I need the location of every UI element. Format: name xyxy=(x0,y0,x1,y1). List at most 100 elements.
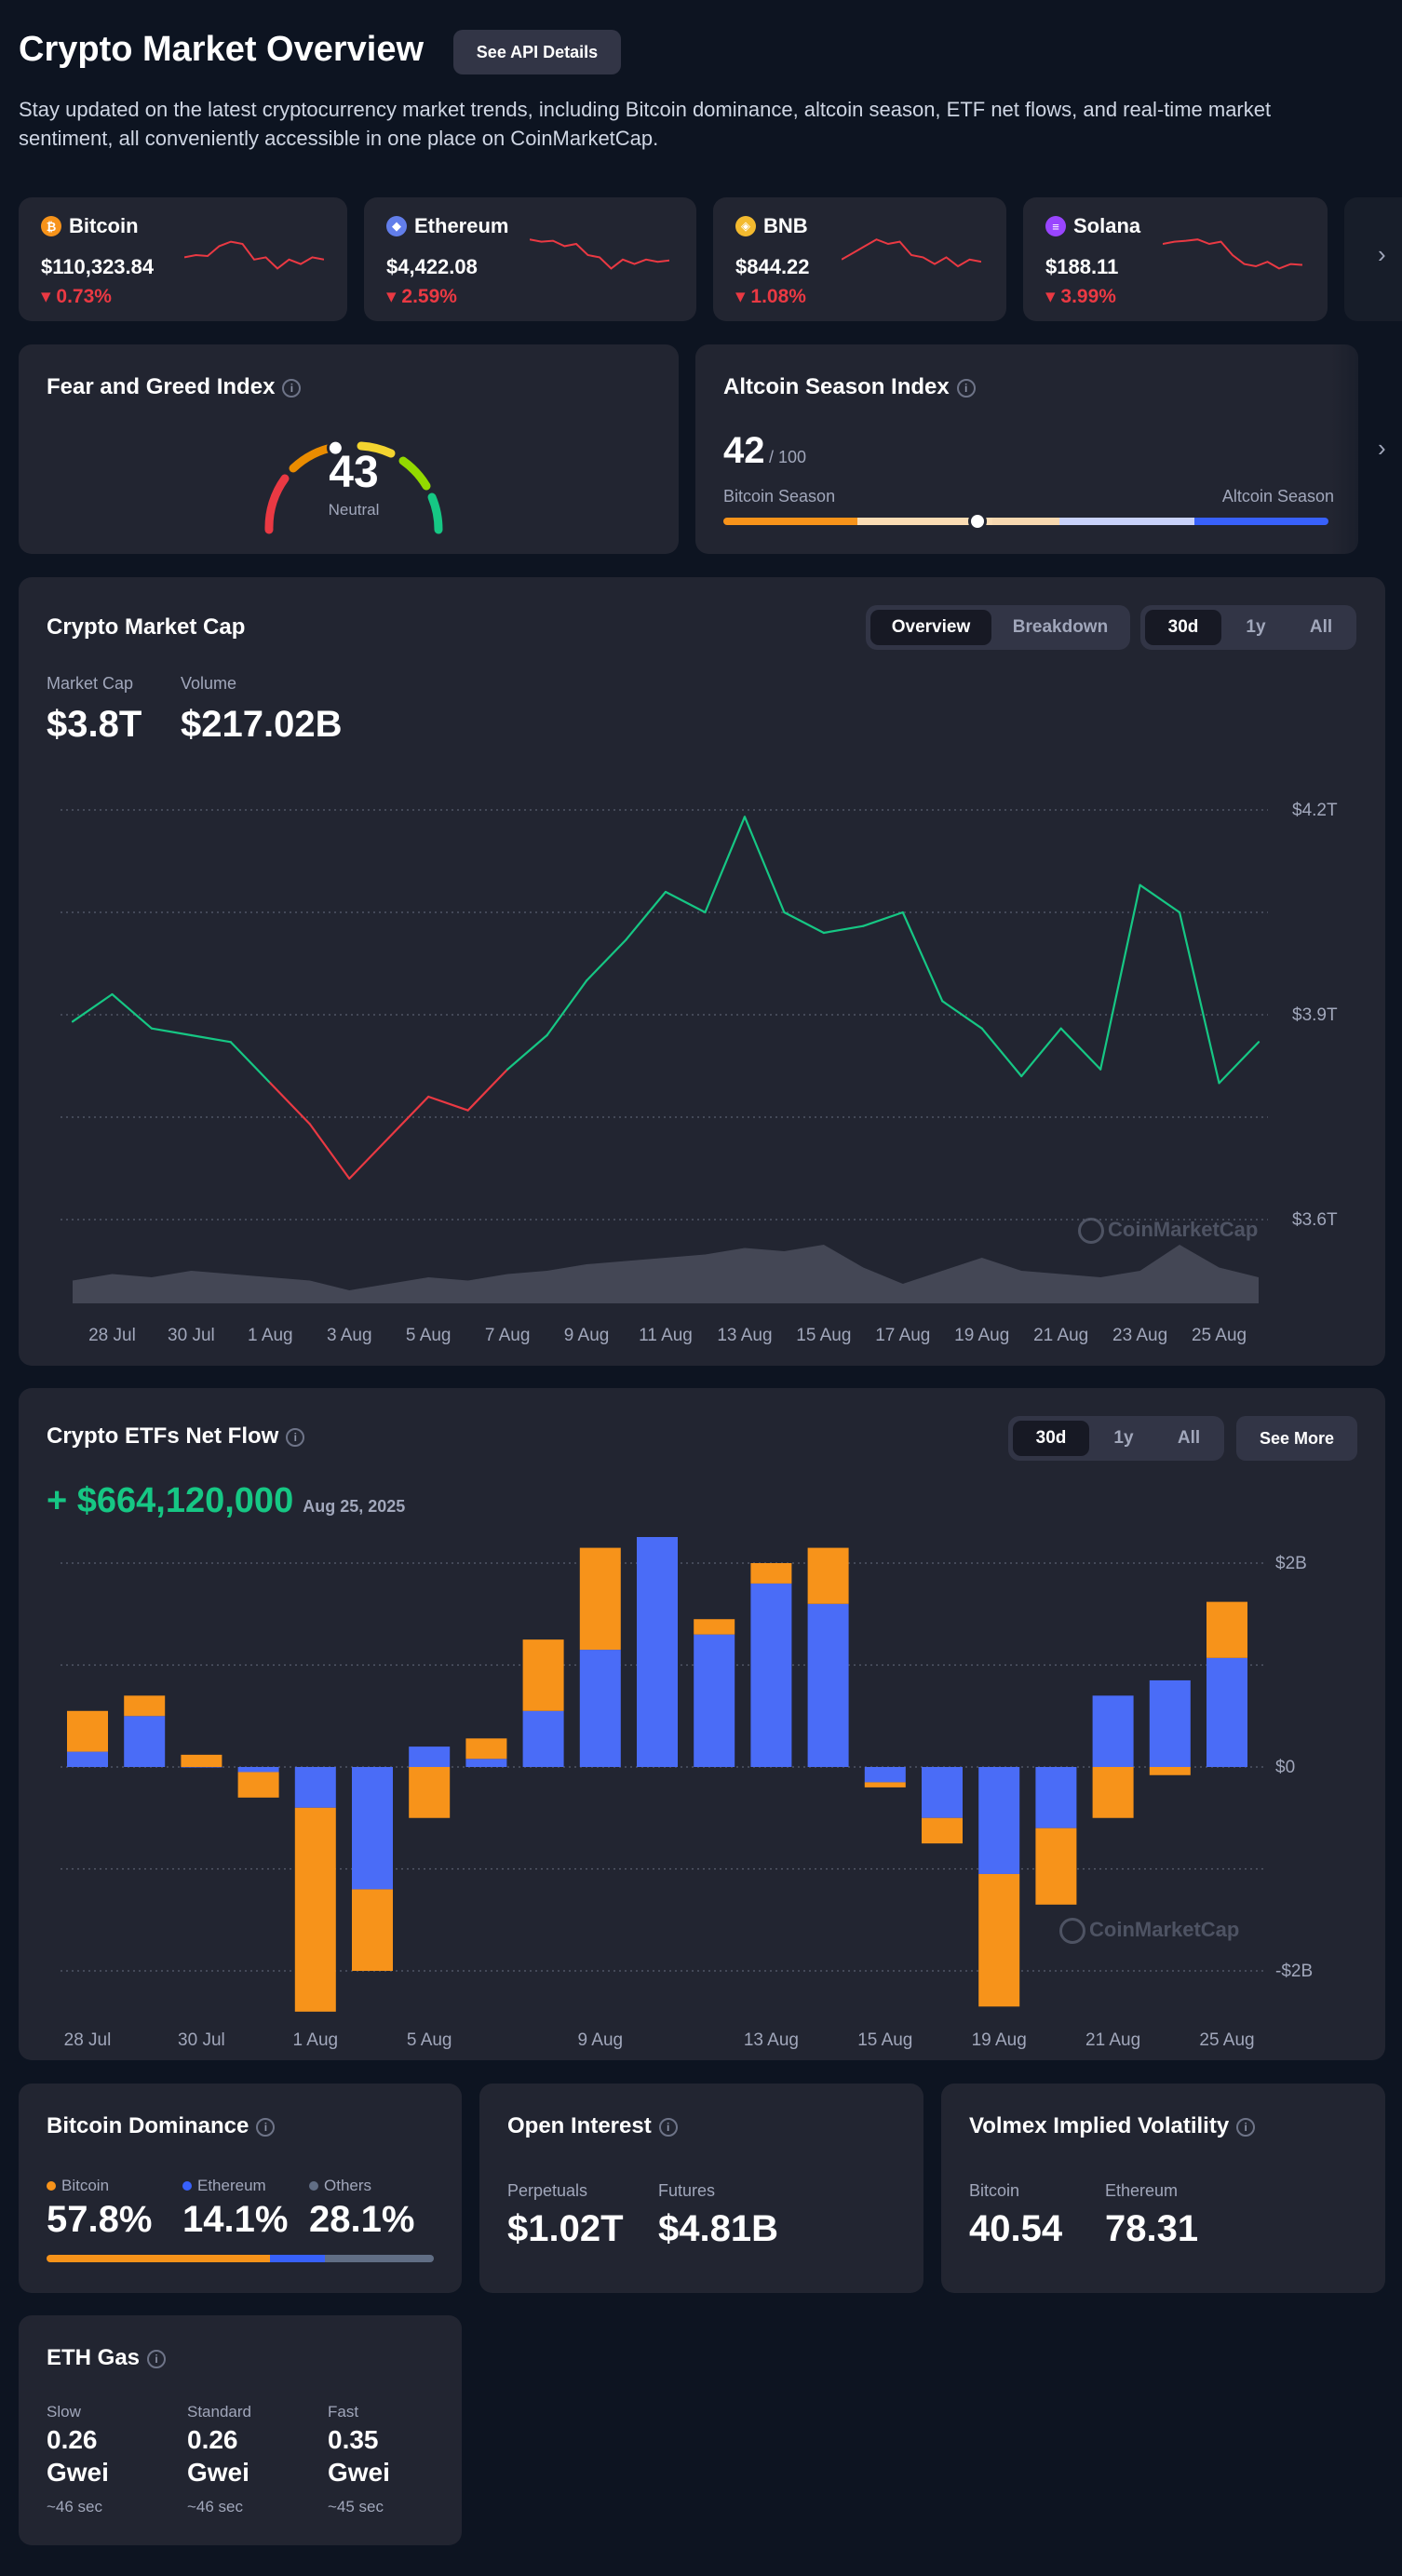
see-api-details-button[interactable]: See API Details xyxy=(453,30,621,74)
info-icon[interactable]: i xyxy=(286,1427,305,1447)
etf-bar-bitcoin[interactable] xyxy=(978,1873,1020,2007)
x-tick-label: 9 Aug xyxy=(564,1326,610,1345)
open-interest-card[interactable]: Open Interest i Perpetuals $1.02T Futures… xyxy=(479,2084,923,2293)
tab-breakdown[interactable]: Breakdown xyxy=(1012,617,1109,637)
etf-bar-bitcoin[interactable] xyxy=(67,1710,108,1752)
etf-bar-bitcoin[interactable] xyxy=(1207,1601,1247,1658)
etf-bar-ethereum[interactable] xyxy=(352,1767,393,1890)
etf-bar-bitcoin[interactable] xyxy=(1092,1767,1134,1818)
etf-bar-bitcoin[interactable] xyxy=(694,1619,735,1635)
range-30d[interactable]: 30d xyxy=(1145,610,1221,645)
market-cap-view-toggle[interactable]: Overview Breakdown xyxy=(866,605,1130,650)
see-more-button[interactable]: See More xyxy=(1236,1416,1357,1461)
etf-bar-bitcoin[interactable] xyxy=(465,1738,507,1760)
etf-bar-bitcoin[interactable] xyxy=(1149,1767,1191,1775)
etf-bar-ethereum[interactable] xyxy=(124,1716,166,1767)
coin-card-bitcoin[interactable]: ₿ Bitcoin $110,323.84 ▾ 0.73% xyxy=(19,197,347,321)
range-30d[interactable]: 30d xyxy=(1013,1421,1089,1456)
eth-gas-card[interactable]: ETH Gas i Slow 0.26 Gwei ~46 sec Standard 0.26… xyxy=(19,2315,462,2545)
info-icon[interactable]: i xyxy=(282,378,302,398)
etf-bar-bitcoin[interactable] xyxy=(294,1807,336,2012)
etf-bar-ethereum[interactable] xyxy=(1092,1695,1134,1767)
info-icon[interactable]: i xyxy=(956,378,976,398)
etf-bar-ethereum[interactable] xyxy=(67,1751,108,1767)
bitcoin-season-label: Bitcoin Season xyxy=(723,487,836,506)
etf-bar-bitcoin[interactable] xyxy=(522,1639,564,1711)
sparkline-line xyxy=(842,238,981,268)
etf-bar-ethereum[interactable] xyxy=(522,1710,564,1767)
chevron-right-icon[interactable]: › xyxy=(1378,240,1386,268)
etf-bar-bitcoin[interactable] xyxy=(922,1817,963,1844)
open-interest-title: Open Interest i xyxy=(507,2113,678,2139)
etf-bar-ethereum[interactable] xyxy=(1149,1679,1191,1767)
etf-bar-ethereum[interactable] xyxy=(922,1767,963,1818)
range-all[interactable]: All xyxy=(1177,1428,1201,1448)
coin-card-partial[interactable] xyxy=(1344,197,1402,321)
etf-bar-ethereum[interactable] xyxy=(750,1583,792,1767)
market-cap-chart[interactable]: $4.2T $3.9T $3.6T 28 Jul 30 Jul 1 Aug 3 Aug 5 A… xyxy=(19,763,1385,1359)
range-all[interactable]: All xyxy=(1309,617,1333,637)
altcoin-season-indicator[interactable] xyxy=(968,512,987,531)
info-icon[interactable]: i xyxy=(658,2117,678,2137)
range-1y[interactable]: 1y xyxy=(1113,1428,1134,1448)
etf-bar-ethereum[interactable] xyxy=(579,1650,621,1767)
etf-chart[interactable]: $2B $0 -$2B 28 Jul 30 Jul 1 Aug 5 Aug 9 Aug 13 A… xyxy=(19,1537,1385,2058)
info-icon[interactable]: i xyxy=(147,2349,167,2368)
watermark-text: CoinMarketCap xyxy=(1089,1918,1240,1941)
coin-card-bnb[interactable]: ◈ BNB $844.22 ▾ 1.08% xyxy=(713,197,1006,321)
etf-bar-bitcoin[interactable] xyxy=(352,1889,393,1971)
etf-bar-ethereum[interactable] xyxy=(978,1767,1020,1874)
range-1y[interactable]: 1y xyxy=(1246,617,1266,637)
coin-name: ◆ Ethereum xyxy=(386,214,508,238)
sparkline-line xyxy=(530,238,669,270)
y-tick-label: $3.9T xyxy=(1292,1005,1338,1025)
etf-bar-bitcoin[interactable] xyxy=(579,1547,621,1651)
x-tick-label: 19 Aug xyxy=(954,1326,1009,1345)
coin-change-value: 0.73% xyxy=(56,286,112,307)
etf-bar-ethereum[interactable] xyxy=(1207,1657,1247,1767)
market-cap-line-segment xyxy=(585,938,627,982)
etf-bar-ethereum[interactable] xyxy=(181,1767,222,1768)
tab-overview[interactable]: Overview xyxy=(870,610,991,645)
etf-bar-ethereum[interactable] xyxy=(637,1537,678,1767)
coin-card-ethereum[interactable]: ◆ Ethereum $4,422.08 ▾ 2.59% xyxy=(364,197,696,321)
etf-bar-bitcoin[interactable] xyxy=(807,1547,849,1604)
etf-bar-ethereum[interactable] xyxy=(294,1767,336,1808)
etf-bar-ethereum[interactable] xyxy=(1035,1767,1077,1828)
volmex-card[interactable]: Volmex Implied Volatility i Bitcoin 40.54… xyxy=(941,2084,1385,2293)
market-cap-line-segment xyxy=(783,910,825,935)
etf-bar-ethereum[interactable] xyxy=(409,1747,451,1767)
etf-bar-ethereum[interactable] xyxy=(694,1634,735,1767)
fear-greed-card[interactable]: Fear and Greed Index i 43 Neutral xyxy=(19,344,679,554)
x-tick-label: 15 Aug xyxy=(796,1326,851,1345)
info-icon[interactable]: i xyxy=(1236,2117,1256,2137)
etf-bar-bitcoin[interactable] xyxy=(181,1754,222,1767)
altcoin-season-value: 42 xyxy=(723,430,765,471)
etf-range-toggle[interactable]: 30d 1y All xyxy=(1008,1416,1224,1461)
bitcoin-dominance-card[interactable]: Bitcoin Dominance i Bitcoin 57.8% Ethereum 1… xyxy=(19,2084,462,2293)
chevron-right-icon[interactable]: › xyxy=(1378,434,1386,462)
etf-bar-bitcoin[interactable] xyxy=(237,1772,279,1798)
etf-bar-ethereum[interactable] xyxy=(864,1767,906,1783)
etf-bar-bitcoin[interactable] xyxy=(1035,1827,1077,1905)
etf-bar-ethereum[interactable] xyxy=(237,1767,279,1773)
dominance-value-bitcoin: 57.8% xyxy=(47,2199,153,2240)
etf-bar-ethereum[interactable] xyxy=(807,1603,849,1767)
info-icon[interactable]: i xyxy=(256,2117,276,2137)
sparkline-line xyxy=(1163,238,1302,270)
etf-bar-bitcoin[interactable] xyxy=(864,1782,906,1787)
market-cap-range-toggle[interactable]: 30d 1y All xyxy=(1140,605,1356,650)
etf-bar-ethereum[interactable] xyxy=(465,1759,507,1767)
etf-date: Aug 25, 2025 xyxy=(303,1497,406,1516)
fear-greed-label: Neutral xyxy=(328,501,380,519)
watermark: CoinMarketCap xyxy=(1078,1218,1258,1245)
volmex-ethereum-value: 78.31 xyxy=(1105,2208,1199,2249)
altcoin-season-title: Altcoin Season Index i xyxy=(723,374,976,400)
altcoin-season-card[interactable]: Altcoin Season Index i 42 / 100 Bitcoin S… xyxy=(695,344,1358,554)
etf-bar-bitcoin[interactable] xyxy=(750,1563,792,1584)
etf-bar-bitcoin[interactable] xyxy=(124,1695,166,1717)
market-cap-line-segment xyxy=(308,1123,351,1180)
dominance-value-ethereum: 14.1% xyxy=(182,2199,289,2240)
coin-card-solana[interactable]: ≡ Solana $188.11 ▾ 3.99% xyxy=(1023,197,1328,321)
etf-bar-bitcoin[interactable] xyxy=(409,1767,451,1818)
